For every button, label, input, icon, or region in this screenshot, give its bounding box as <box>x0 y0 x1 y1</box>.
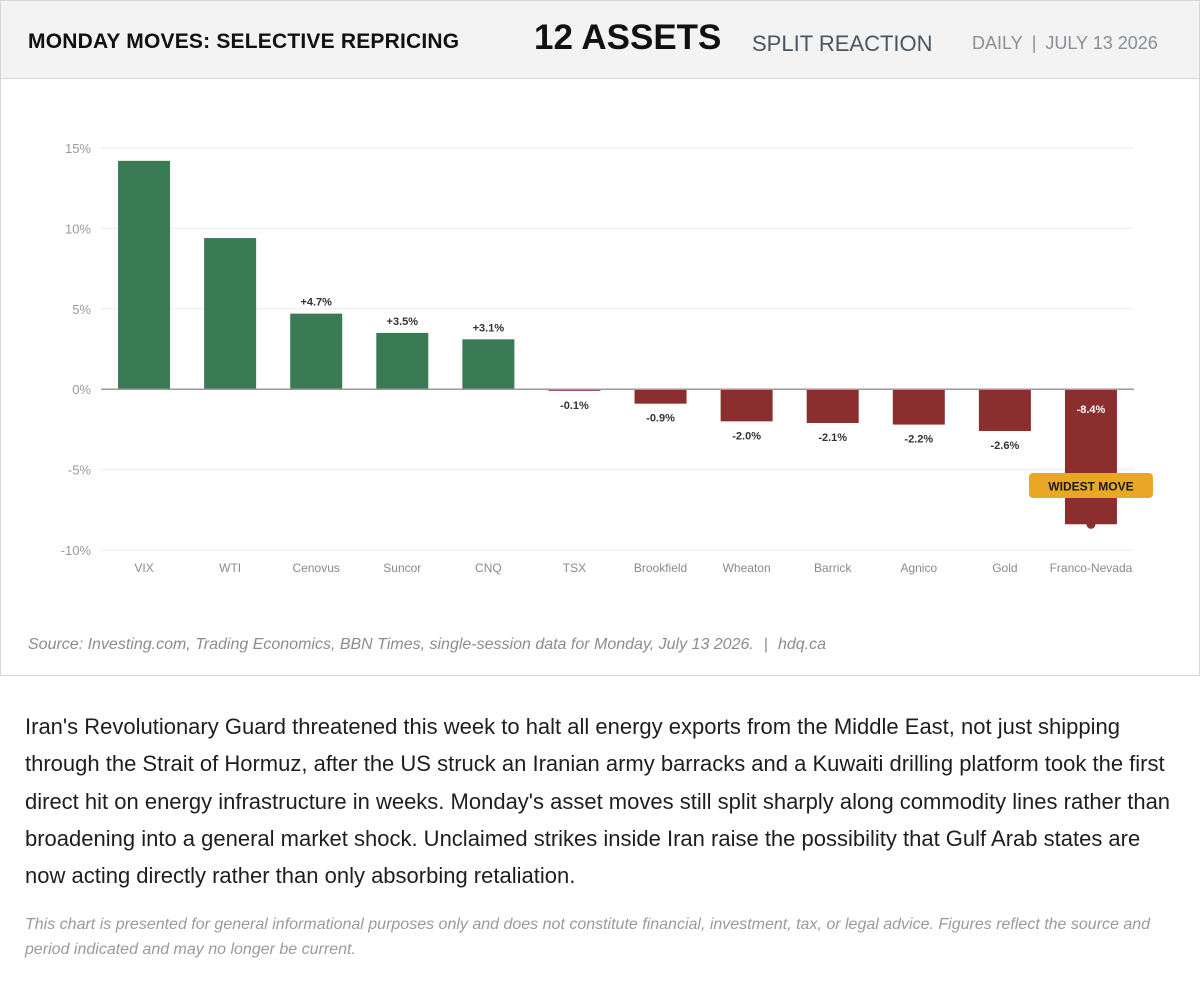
data-label: -0.1% <box>560 400 589 412</box>
source-note: Source: Investing.com, Trading Economics… <box>28 636 826 654</box>
x-tick-label: Brookfield <box>634 561 687 575</box>
frequency-label: DAILY <box>972 33 1023 53</box>
x-tick-label: Gold <box>992 561 1017 575</box>
x-tick-label: CNQ <box>475 561 502 575</box>
bar <box>548 389 601 391</box>
x-tick-label: Franco-Nevada <box>1050 561 1133 575</box>
bar <box>892 389 945 425</box>
data-label: -2.2% <box>904 434 933 446</box>
bar <box>806 389 859 423</box>
data-label: -2.1% <box>818 432 847 444</box>
x-tick-label: Barrick <box>814 561 852 575</box>
source-text: Source: Investing.com, Trading Economics… <box>28 636 754 653</box>
chart-title: MONDAY MOVES: SELECTIVE REPRICING <box>28 30 460 53</box>
bar-chart: 15% 10% 5% 0% -5% -10% VIX WTI Cenovus +4.7% Sunco… <box>61 141 1153 575</box>
bar <box>720 389 773 422</box>
bar <box>1064 389 1117 525</box>
data-label: -8.4% <box>1077 404 1106 416</box>
period-label: DAILY | JULY 13 2026 <box>972 33 1158 54</box>
bar <box>290 313 343 390</box>
data-label: +3.1% <box>473 322 505 334</box>
source-separator: | <box>763 636 768 653</box>
annotation-label: WIDEST MOVE <box>1048 480 1133 494</box>
y-tick-label: -10% <box>61 543 92 558</box>
bar <box>462 339 515 390</box>
site-credit: hdq.ca <box>777 636 827 653</box>
data-label: -2.0% <box>732 430 761 442</box>
bar <box>634 389 687 404</box>
data-label: +3.5% <box>387 316 419 328</box>
y-tick-label: 5% <box>72 302 91 317</box>
x-tick-label: Suncor <box>383 561 421 575</box>
date-label: JULY 13 2026 <box>1045 33 1158 53</box>
bar <box>978 389 1031 432</box>
y-tick-label: -5% <box>68 463 92 478</box>
data-label: +4.7% <box>300 297 332 309</box>
y-tick-label: 0% <box>72 382 91 397</box>
bar <box>204 238 257 390</box>
article-body: Iran's Revolutionary Guard threatened th… <box>25 714 1171 889</box>
x-tick-label: Cenovus <box>293 561 340 575</box>
data-label: -2.6% <box>991 440 1020 452</box>
annotation-marker <box>1086 519 1096 529</box>
x-tick-label: Agnico <box>900 561 937 575</box>
chart-header: MONDAY MOVES: SELECTIVE REPRICING 12 ASS… <box>1 1 1199 79</box>
x-tick-label: Wheaton <box>723 561 771 575</box>
header-separator: | <box>1031 33 1037 53</box>
disclaimer: This chart is presented for general info… <box>25 916 1151 958</box>
asset-count: 12 ASSETS <box>534 18 722 57</box>
annotation-badge <box>1028 473 1153 498</box>
bar <box>118 160 171 390</box>
y-tick-label: 10% <box>65 221 91 236</box>
x-tick-label: TSX <box>563 561 586 575</box>
chart-subtitle: SPLIT REACTION <box>752 31 933 56</box>
x-tick-label: WTI <box>219 561 241 575</box>
data-label: -0.9% <box>646 413 675 425</box>
chart-card: MONDAY MOVES: SELECTIVE REPRICING 12 ASS… <box>0 0 1200 676</box>
bar <box>376 332 429 390</box>
y-tick-label: 15% <box>65 141 91 156</box>
x-tick-label: VIX <box>134 561 153 575</box>
